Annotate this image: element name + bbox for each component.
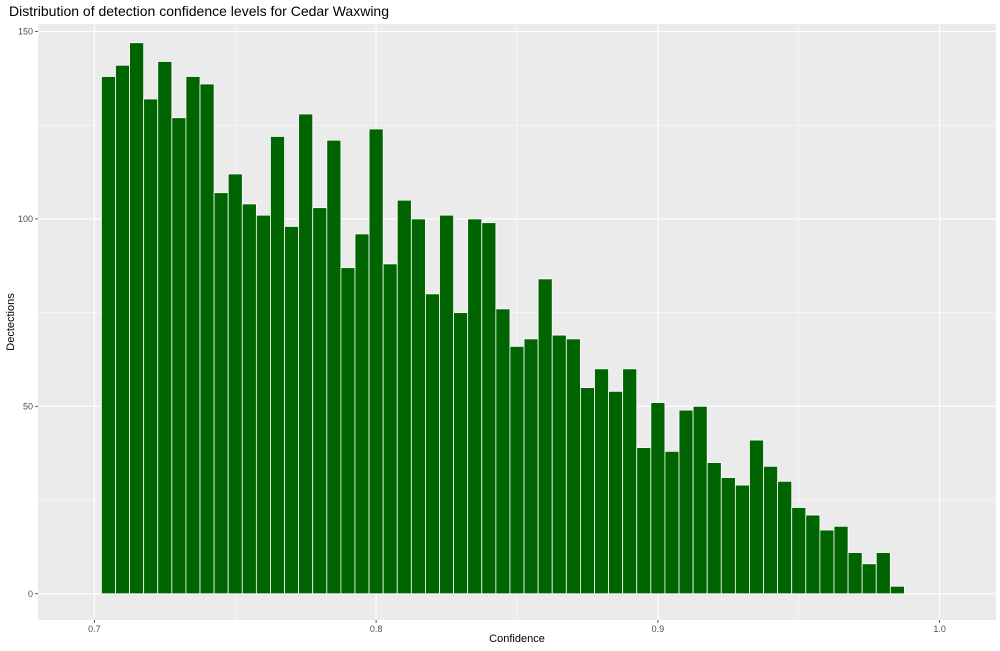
x-axis: 0.7 0.8 0.9 1.0 xyxy=(88,620,946,634)
histogram-bar xyxy=(425,293,440,595)
x-tick-label: 0.9 xyxy=(652,624,665,634)
histogram-bar xyxy=(819,529,835,595)
histogram-bar xyxy=(255,214,271,595)
histogram-bar xyxy=(143,98,159,595)
histogram-bar xyxy=(523,338,539,595)
y-tick-label: 50 xyxy=(23,401,33,411)
histogram-bar xyxy=(594,368,609,595)
histogram-bar xyxy=(565,338,581,595)
y-tick-label: 100 xyxy=(18,214,33,224)
histogram-bar xyxy=(368,128,384,595)
histogram-bar xyxy=(284,226,300,595)
histogram-bar xyxy=(354,233,370,595)
x-tick-label: 0.7 xyxy=(88,624,101,634)
histogram-bar xyxy=(678,409,694,595)
histogram-bar xyxy=(509,345,525,595)
y-axis: 0 50 100 150 xyxy=(18,26,38,599)
histogram-bar xyxy=(734,484,750,595)
histogram-bar xyxy=(241,203,257,595)
y-axis-title: Dectections xyxy=(5,293,17,351)
histogram-bar xyxy=(847,552,863,595)
histogram-bar xyxy=(763,465,779,595)
histogram-bar xyxy=(833,525,849,595)
histogram-bar xyxy=(100,76,116,595)
histogram-bar xyxy=(199,83,215,595)
histogram-bar xyxy=(326,139,342,595)
histogram-bar xyxy=(115,64,130,595)
x-axis-title: Confidence xyxy=(489,633,545,645)
histogram-bar xyxy=(453,312,469,595)
histogram-bar xyxy=(340,267,356,595)
histogram-bar xyxy=(157,61,173,595)
histogram-bar xyxy=(579,387,595,595)
y-tick-label: 150 xyxy=(18,26,33,36)
histogram-bar xyxy=(467,218,483,595)
histogram-bar xyxy=(749,439,764,595)
histogram-bar xyxy=(777,480,793,595)
histogram-bar xyxy=(720,477,736,595)
histogram-bar xyxy=(410,218,426,595)
histogram-bar xyxy=(171,117,187,595)
x-tick-label: 0.8 xyxy=(370,624,383,634)
histogram-bar xyxy=(608,390,624,595)
histogram-bar xyxy=(551,334,567,595)
bars xyxy=(100,42,905,595)
x-tick-label: 1.0 xyxy=(933,624,946,634)
histogram-bar xyxy=(439,214,455,595)
histogram-bar xyxy=(622,368,638,595)
histogram-bar xyxy=(537,278,553,595)
histogram-bar xyxy=(396,199,412,595)
histogram-bar xyxy=(382,263,398,595)
histogram-bar xyxy=(185,76,201,595)
histogram-bar xyxy=(861,563,877,595)
histogram-bar xyxy=(650,402,666,595)
histogram-bar xyxy=(129,42,145,595)
histogram-bar xyxy=(270,136,285,595)
histogram-bar xyxy=(298,113,314,595)
histogram-bar xyxy=(805,514,821,595)
histogram-bar xyxy=(227,173,243,595)
histogram-bar xyxy=(889,585,905,595)
histogram-bar xyxy=(875,552,891,595)
histogram-bar xyxy=(495,308,511,595)
histogram-bar xyxy=(213,192,229,595)
histogram-bar xyxy=(636,447,652,595)
histogram-bar xyxy=(692,405,708,595)
histogram-bar xyxy=(481,222,497,595)
histogram-bar xyxy=(791,507,807,595)
chart-title: Distribution of detection confidence lev… xyxy=(9,3,389,19)
histogram-bar xyxy=(312,207,328,595)
histogram-bar xyxy=(664,450,680,595)
y-tick-label: 0 xyxy=(28,589,33,599)
histogram-bar xyxy=(706,462,722,595)
